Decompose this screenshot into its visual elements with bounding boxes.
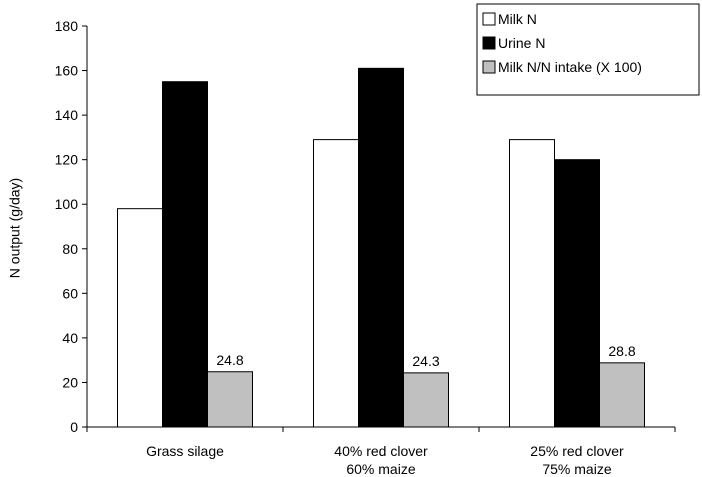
data-labels: 24.8 24.3 28.8: [216, 343, 635, 369]
x-axis: Grass silage 40% red clover 60% maize 25% r…: [86, 426, 676, 477]
y-tick-label: 120: [55, 152, 79, 168]
y-tick-label: 80: [62, 241, 78, 257]
bar-urine-n: [554, 159, 600, 428]
x-category-label-line: 25% red clover: [530, 443, 624, 459]
y-tick-label: 40: [62, 330, 78, 346]
data-label: 24.8: [216, 352, 243, 368]
legend-label: Milk N/N intake (X 100): [498, 59, 642, 75]
bar-milk-n: [117, 208, 163, 428]
legend-swatch: [482, 60, 496, 74]
legend: Milk N Urine N Milk N/N intake (X 100): [476, 3, 700, 96]
x-category-label: 25% red clover 75% maize: [530, 443, 624, 477]
y-tick-label: 60: [62, 285, 78, 301]
legend-label: Milk N: [498, 11, 537, 27]
bar-milk-n-n-intake-x-100: [403, 372, 449, 428]
bar-milk-n: [313, 139, 359, 428]
x-category-label-line: 60% maize: [346, 461, 415, 477]
y-axis-title: N output (g/day): [7, 178, 23, 278]
y-tick-label: 100: [55, 196, 79, 212]
x-category-label: 40% red clover 60% maize: [334, 443, 428, 477]
bar-milk-n-n-intake-x-100: [207, 371, 253, 428]
bar-milk-n-n-intake-x-100: [599, 362, 645, 428]
bar-milk-n: [509, 139, 555, 428]
y-tick-label: 0: [70, 419, 78, 435]
y-tick-label: 160: [55, 63, 79, 79]
x-category-label-line: 75% maize: [542, 461, 611, 477]
y-tick-label: 140: [55, 107, 79, 123]
data-label: 28.8: [608, 343, 635, 359]
y-axis: 0 20 40 60 80 100 120 140 160 180: [55, 18, 88, 435]
legend-box: [476, 3, 700, 96]
x-category-label-line: Grass silage: [146, 443, 224, 459]
y-tick-label: 180: [55, 18, 79, 34]
bar-urine-n: [162, 81, 208, 428]
x-category-label-line: 40% red clover: [334, 443, 428, 459]
data-label: 24.3: [412, 353, 439, 369]
legend-label: Urine N: [498, 35, 545, 51]
legend-swatch: [482, 12, 496, 26]
bars: [117, 67, 645, 428]
bar-urine-n: [358, 67, 404, 428]
x-category-label: Grass silage: [146, 443, 224, 459]
legend-swatch: [482, 36, 496, 50]
y-tick-label: 20: [62, 374, 78, 390]
